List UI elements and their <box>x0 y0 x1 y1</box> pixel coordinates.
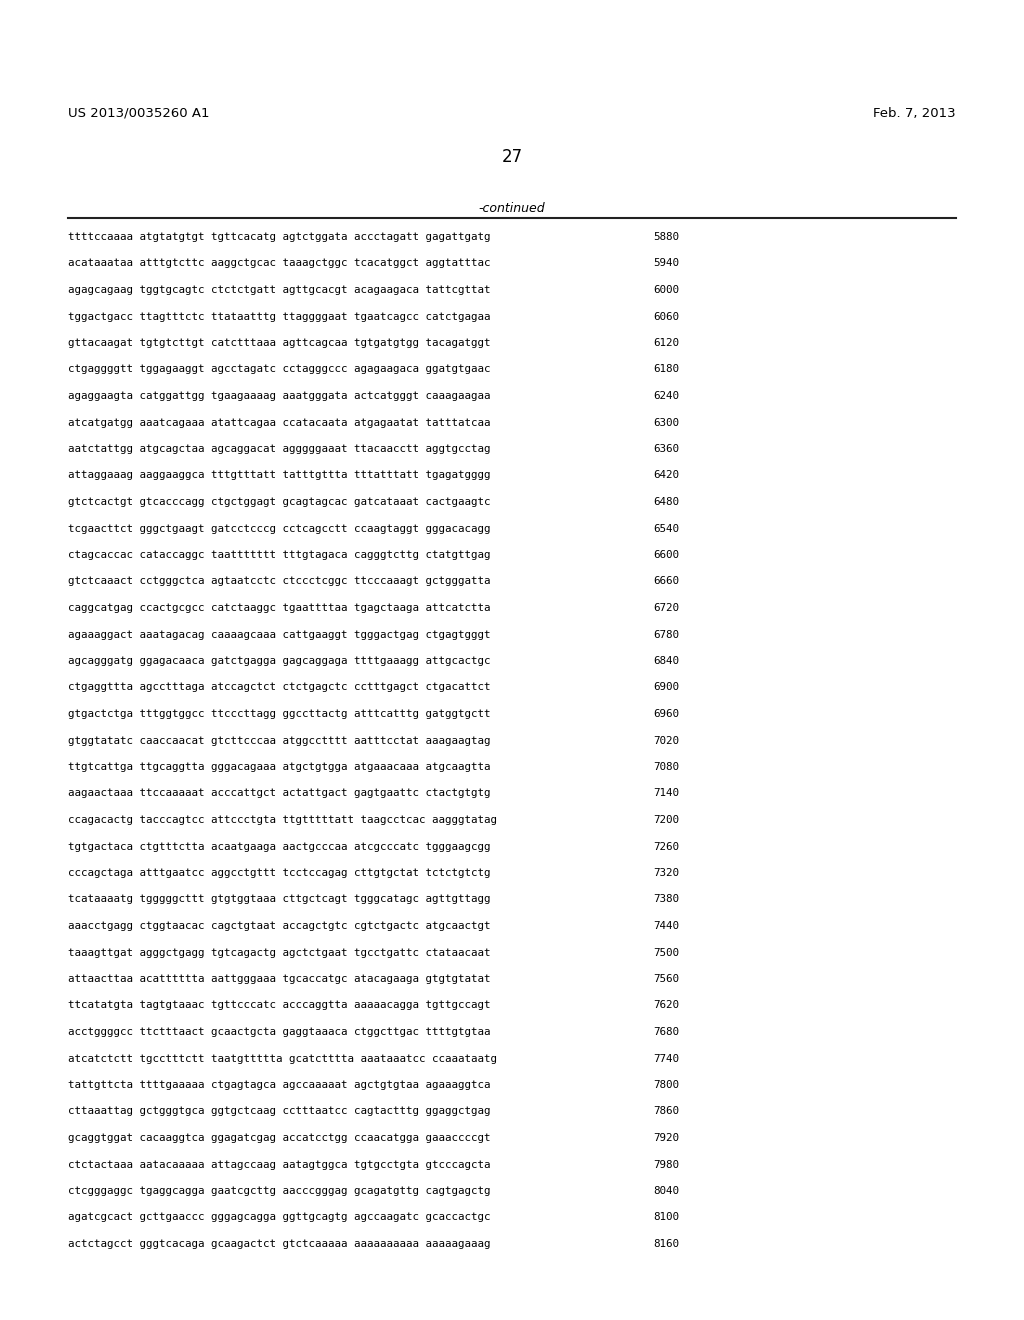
Text: 7440: 7440 <box>653 921 679 931</box>
Text: 7980: 7980 <box>653 1159 679 1170</box>
Text: cttaaattag gctgggtgca ggtgctcaag cctttaatcc cagtactttg ggaggctgag: cttaaattag gctgggtgca ggtgctcaag cctttaa… <box>68 1106 490 1117</box>
Text: attaggaaag aaggaaggca tttgtttatt tatttgttta tttatttatt tgagatgggg: attaggaaag aaggaaggca tttgtttatt tatttgt… <box>68 470 490 480</box>
Text: 7680: 7680 <box>653 1027 679 1038</box>
Text: 7200: 7200 <box>653 814 679 825</box>
Text: tggactgacc ttagtttctc ttataatttg ttaggggaat tgaatcagcc catctgagaa: tggactgacc ttagtttctc ttataatttg ttagggg… <box>68 312 490 322</box>
Text: agatcgcact gcttgaaccc gggagcagga ggttgcagtg agccaagatc gcaccactgc: agatcgcact gcttgaaccc gggagcagga ggttgca… <box>68 1213 490 1222</box>
Text: atcatgatgg aaatcagaaa atattcagaa ccatacaata atgagaatat tatttatcaa: atcatgatgg aaatcagaaa atattcagaa ccataca… <box>68 417 490 428</box>
Text: gtctcactgt gtcacccagg ctgctggagt gcagtagcac gatcataaat cactgaagtc: gtctcactgt gtcacccagg ctgctggagt gcagtag… <box>68 498 490 507</box>
Text: tattgttcta ttttgaaaaa ctgagtagca agccaaaaat agctgtgtaa agaaaggtca: tattgttcta ttttgaaaaa ctgagtagca agccaaa… <box>68 1080 490 1090</box>
Text: 6780: 6780 <box>653 630 679 639</box>
Text: 7620: 7620 <box>653 1001 679 1011</box>
Text: 7740: 7740 <box>653 1053 679 1064</box>
Text: actctagcct gggtcacaga gcaagactct gtctcaaaaa aaaaaaaaaa aaaaagaaag: actctagcct gggtcacaga gcaagactct gtctcaa… <box>68 1239 490 1249</box>
Text: Feb. 7, 2013: Feb. 7, 2013 <box>873 107 956 120</box>
Text: -continued: -continued <box>478 202 546 215</box>
Text: 6180: 6180 <box>653 364 679 375</box>
Text: acataaataa atttgtcttc aaggctgcac taaagctggc tcacatggct aggtatttac: acataaataa atttgtcttc aaggctgcac taaagct… <box>68 259 490 268</box>
Text: 7920: 7920 <box>653 1133 679 1143</box>
Text: gttacaagat tgtgtcttgt catctttaaa agttcagcaa tgtgatgtgg tacagatggt: gttacaagat tgtgtcttgt catctttaaa agttcag… <box>68 338 490 348</box>
Text: 6000: 6000 <box>653 285 679 294</box>
Text: 6480: 6480 <box>653 498 679 507</box>
Text: 6120: 6120 <box>653 338 679 348</box>
Text: 6720: 6720 <box>653 603 679 612</box>
Text: acctggggcc ttctttaact gcaactgcta gaggtaaaca ctggcttgac ttttgtgtaa: acctggggcc ttctttaact gcaactgcta gaggtaa… <box>68 1027 490 1038</box>
Text: 7140: 7140 <box>653 788 679 799</box>
Text: ttttccaaaa atgtatgtgt tgttcacatg agtctggata accctagatt gagattgatg: ttttccaaaa atgtatgtgt tgttcacatg agtctgg… <box>68 232 490 242</box>
Text: ctgaggttta agcctttaga atccagctct ctctgagctc cctttgagct ctgacattct: ctgaggttta agcctttaga atccagctct ctctgag… <box>68 682 490 693</box>
Text: ttgtcattga ttgcaggtta gggacagaaa atgctgtgga atgaaacaaa atgcaagtta: ttgtcattga ttgcaggtta gggacagaaa atgctgt… <box>68 762 490 772</box>
Text: agagcagaag tggtgcagtc ctctctgatt agttgcacgt acagaagaca tattcgttat: agagcagaag tggtgcagtc ctctctgatt agttgca… <box>68 285 490 294</box>
Text: ctctactaaa aatacaaaaa attagccaag aatagtggca tgtgcctgta gtcccagcta: ctctactaaa aatacaaaaa attagccaag aatagtg… <box>68 1159 490 1170</box>
Text: 7500: 7500 <box>653 948 679 957</box>
Text: 7800: 7800 <box>653 1080 679 1090</box>
Text: aaacctgagg ctggtaacac cagctgtaat accagctgtc cgtctgactc atgcaactgt: aaacctgagg ctggtaacac cagctgtaat accagct… <box>68 921 490 931</box>
Text: ctgaggggtt tggagaaggt agcctagatc cctagggccc agagaagaca ggatgtgaac: ctgaggggtt tggagaaggt agcctagatc cctaggg… <box>68 364 490 375</box>
Text: gtctcaaact cctgggctca agtaatcctc ctccctcggc ttcccaaagt gctgggatta: gtctcaaact cctgggctca agtaatcctc ctccctc… <box>68 577 490 586</box>
Text: 7380: 7380 <box>653 895 679 904</box>
Text: gcaggtggat cacaaggtca ggagatcgag accatcctgg ccaacatgga gaaaccccgt: gcaggtggat cacaaggtca ggagatcgag accatcc… <box>68 1133 490 1143</box>
Text: attaacttaa acatttttta aattgggaaa tgcaccatgc atacagaaga gtgtgtatat: attaacttaa acatttttta aattgggaaa tgcacca… <box>68 974 490 983</box>
Text: tcataaaatg tgggggcttt gtgtggtaaa cttgctcagt tgggcatagc agttgttagg: tcataaaatg tgggggcttt gtgtggtaaa cttgctc… <box>68 895 490 904</box>
Text: 7260: 7260 <box>653 842 679 851</box>
Text: 6060: 6060 <box>653 312 679 322</box>
Text: 6960: 6960 <box>653 709 679 719</box>
Text: cccagctaga atttgaatcc aggcctgttt tcctccagag cttgtgctat tctctgtctg: cccagctaga atttgaatcc aggcctgttt tcctcca… <box>68 869 490 878</box>
Text: 8100: 8100 <box>653 1213 679 1222</box>
Text: tcgaacttct gggctgaagt gatcctcccg cctcagcctt ccaagtaggt gggacacagg: tcgaacttct gggctgaagt gatcctcccg cctcagc… <box>68 524 490 533</box>
Text: 8160: 8160 <box>653 1239 679 1249</box>
Text: 6600: 6600 <box>653 550 679 560</box>
Text: 7860: 7860 <box>653 1106 679 1117</box>
Text: 27: 27 <box>502 148 522 166</box>
Text: 6840: 6840 <box>653 656 679 667</box>
Text: 7560: 7560 <box>653 974 679 983</box>
Text: agaggaagta catggattgg tgaagaaaag aaatgggata actcatgggt caaagaagaa: agaggaagta catggattgg tgaagaaaag aaatggg… <box>68 391 490 401</box>
Text: caggcatgag ccactgcgcc catctaaggc tgaattttaa tgagctaaga attcatctta: caggcatgag ccactgcgcc catctaaggc tgaattt… <box>68 603 490 612</box>
Text: 6300: 6300 <box>653 417 679 428</box>
Text: 6420: 6420 <box>653 470 679 480</box>
Text: gtggtatatc caaccaacat gtcttcccaa atggcctttt aatttcctat aaagaagtag: gtggtatatc caaccaacat gtcttcccaa atggcct… <box>68 735 490 746</box>
Text: 5940: 5940 <box>653 259 679 268</box>
Text: 6360: 6360 <box>653 444 679 454</box>
Text: atcatctctt tgcctttctt taatgttttta gcatctttta aaataaatcc ccaaataatg: atcatctctt tgcctttctt taatgttttta gcatct… <box>68 1053 497 1064</box>
Text: ctagcaccac cataccaggc taattttttt tttgtagaca cagggtcttg ctatgttgag: ctagcaccac cataccaggc taattttttt tttgtag… <box>68 550 490 560</box>
Text: gtgactctga tttggtggcc ttcccttagg ggccttactg atttcatttg gatggtgctt: gtgactctga tttggtggcc ttcccttagg ggcctta… <box>68 709 490 719</box>
Text: 8040: 8040 <box>653 1185 679 1196</box>
Text: 6900: 6900 <box>653 682 679 693</box>
Text: 5880: 5880 <box>653 232 679 242</box>
Text: 7320: 7320 <box>653 869 679 878</box>
Text: ctcgggaggc tgaggcagga gaatcgcttg aacccgggag gcagatgttg cagtgagctg: ctcgggaggc tgaggcagga gaatcgcttg aacccgg… <box>68 1185 490 1196</box>
Text: 6540: 6540 <box>653 524 679 533</box>
Text: 7020: 7020 <box>653 735 679 746</box>
Text: tgtgactaca ctgtttctta acaatgaaga aactgcccaa atcgcccatc tgggaagcgg: tgtgactaca ctgtttctta acaatgaaga aactgcc… <box>68 842 490 851</box>
Text: 6240: 6240 <box>653 391 679 401</box>
Text: aagaactaaa ttccaaaaat acccattgct actattgact gagtgaattc ctactgtgtg: aagaactaaa ttccaaaaat acccattgct actattg… <box>68 788 490 799</box>
Text: 7080: 7080 <box>653 762 679 772</box>
Text: agcagggatg ggagacaaca gatctgagga gagcaggaga ttttgaaagg attgcactgc: agcagggatg ggagacaaca gatctgagga gagcagg… <box>68 656 490 667</box>
Text: ccagacactg tacccagtcc attccctgta ttgtttttatt taagcctcac aagggtatag: ccagacactg tacccagtcc attccctgta ttgtttt… <box>68 814 497 825</box>
Text: aatctattgg atgcagctaa agcaggacat agggggaaat ttacaacctt aggtgcctag: aatctattgg atgcagctaa agcaggacat aggggga… <box>68 444 490 454</box>
Text: taaagttgat agggctgagg tgtcagactg agctctgaat tgcctgattc ctataacaat: taaagttgat agggctgagg tgtcagactg agctctg… <box>68 948 490 957</box>
Text: 6660: 6660 <box>653 577 679 586</box>
Text: ttcatatgta tagtgtaaac tgttcccatc acccaggtta aaaaacagga tgttgccagt: ttcatatgta tagtgtaaac tgttcccatc acccagg… <box>68 1001 490 1011</box>
Text: US 2013/0035260 A1: US 2013/0035260 A1 <box>68 107 210 120</box>
Text: agaaaggact aaatagacag caaaagcaaa cattgaaggt tgggactgag ctgagtgggt: agaaaggact aaatagacag caaaagcaaa cattgaa… <box>68 630 490 639</box>
